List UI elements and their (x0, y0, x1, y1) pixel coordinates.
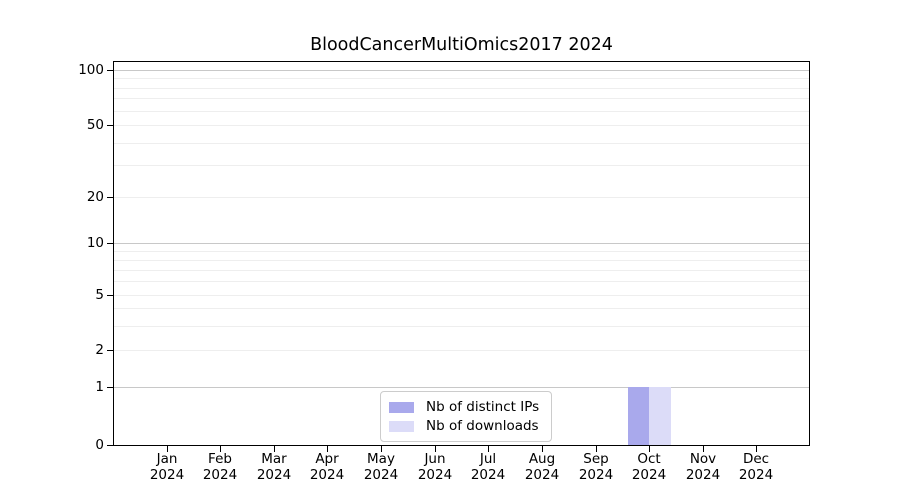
x-tick (274, 446, 275, 452)
y-gridline (114, 165, 810, 166)
y-gridline (114, 88, 810, 89)
plot-area (113, 61, 810, 446)
x-tick-label-nov-2024: Nov 2024 (685, 451, 721, 483)
x-tick-label-feb-2024: Feb 2024 (202, 451, 238, 483)
y-gridline (114, 387, 810, 388)
y-gridline (114, 78, 810, 79)
x-tick-label-aug-2024: Aug 2024 (524, 451, 560, 483)
x-tick (381, 446, 382, 452)
x-tick (649, 446, 650, 452)
x-tick-label-sep-2024: Sep 2024 (578, 451, 614, 483)
x-tick (488, 446, 489, 452)
y-tick (107, 197, 113, 198)
y-gridline (114, 308, 810, 309)
legend: Nb of distinct IPs Nb of downloads (380, 391, 553, 442)
y-tick (107, 125, 113, 126)
y-tick-label: 50 (86, 117, 104, 133)
x-tick-label-mar-2024: Mar 2024 (256, 451, 292, 483)
x-tick-label-jan-2024: Jan 2024 (149, 451, 185, 483)
y-tick (107, 350, 113, 351)
y-gridline (114, 251, 810, 252)
y-tick (107, 295, 113, 296)
y-gridline (114, 270, 810, 271)
y-gridline (114, 326, 810, 327)
legend-label: Nb of downloads (426, 418, 539, 434)
y-gridline (114, 350, 810, 351)
bar-nb-of-downloads-oct-2024 (649, 387, 671, 446)
y-tick-label: 1 (95, 379, 104, 395)
legend-entry: Nb of distinct IPs (389, 398, 539, 416)
y-gridline (114, 281, 810, 282)
y-gridline (114, 243, 810, 244)
x-tick-label-may-2024: May 2024 (363, 451, 399, 483)
y-gridline (114, 260, 810, 261)
x-tick (542, 446, 543, 452)
x-tick-label-jul-2024: Jul 2024 (470, 451, 506, 483)
y-gridline (114, 111, 810, 112)
x-tick-label-jun-2024: Jun 2024 (417, 451, 453, 483)
x-tick (703, 446, 704, 452)
y-gridline (114, 143, 810, 144)
y-tick-label: 10 (86, 235, 104, 251)
chart-title: BloodCancerMultiOmics2017 2024 (310, 35, 613, 55)
x-tick (435, 446, 436, 452)
legend-entry: Nb of downloads (389, 417, 539, 435)
y-gridline (114, 70, 810, 71)
y-gridline (114, 98, 810, 99)
legend-swatch-nb-of-distinct-ips (389, 401, 414, 413)
bar-nb-of-distinct-ips-oct-2024 (627, 387, 650, 446)
y-tick-label: 0 (95, 437, 104, 453)
x-tick (327, 446, 328, 452)
x-tick-label-oct-2024: Oct 2024 (631, 451, 667, 483)
y-tick (107, 445, 113, 446)
x-tick-label-apr-2024: Apr 2024 (309, 451, 345, 483)
x-tick-label-dec-2024: Dec 2024 (738, 451, 774, 483)
legend-swatch-nb-of-downloads (389, 420, 414, 432)
legend-label: Nb of distinct IPs (426, 399, 540, 415)
x-tick (167, 446, 168, 452)
y-tick (107, 387, 113, 388)
x-tick (596, 446, 597, 452)
y-tick (107, 243, 113, 244)
y-tick (107, 70, 113, 71)
y-tick-label: 20 (86, 189, 104, 205)
y-tick-label: 2 (95, 342, 104, 358)
y-tick-label: 100 (78, 62, 104, 78)
x-tick (756, 446, 757, 452)
y-gridline (114, 197, 810, 198)
y-tick-label: 5 (95, 287, 104, 303)
y-gridline (114, 295, 810, 296)
y-gridline (114, 125, 810, 126)
x-tick (220, 446, 221, 452)
